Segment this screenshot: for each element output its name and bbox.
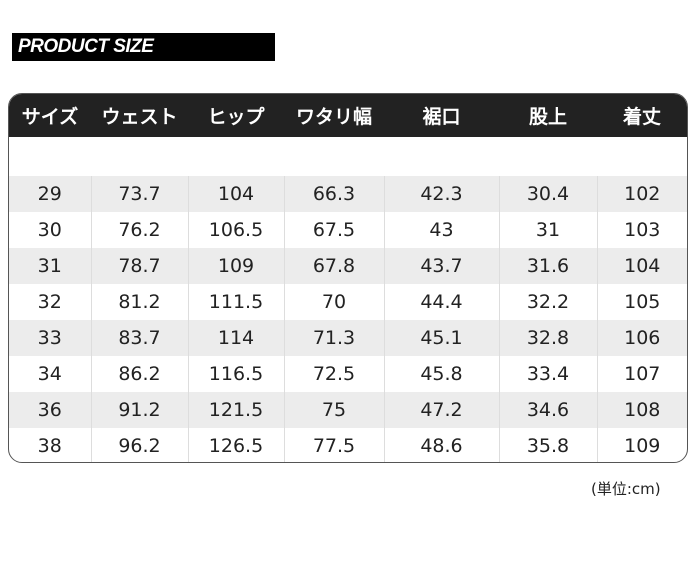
table-cell: 86.2 bbox=[90, 356, 188, 392]
header-row: サイズ ウェスト ヒップ ワタリ幅 裾口 股上 着丈 bbox=[9, 94, 687, 137]
column-header: 裾口 bbox=[384, 94, 499, 137]
table-cell: 102 bbox=[596, 176, 687, 212]
column-header: ヒップ bbox=[188, 94, 284, 137]
table-cell: 70 bbox=[283, 284, 384, 320]
section-title: PRODUCT SIZE bbox=[12, 33, 275, 61]
table-cell: 36 bbox=[9, 392, 91, 428]
table-cell: 78.7 bbox=[90, 248, 188, 284]
table-cell: 30.4 bbox=[498, 176, 597, 212]
table-cell: 71.3 bbox=[283, 320, 384, 356]
table-cell: 116.5 bbox=[187, 356, 284, 392]
table-cell: 35.8 bbox=[498, 428, 597, 462]
column-header: ワタリ幅 bbox=[284, 94, 384, 137]
blank-row bbox=[9, 137, 687, 176]
table-cell: 105 bbox=[596, 284, 687, 320]
table-cell: 72.5 bbox=[283, 356, 384, 392]
table-cell: 45.1 bbox=[383, 320, 499, 356]
table-cell: 31.6 bbox=[498, 248, 597, 284]
size-table: サイズ ウェスト ヒップ ワタリ幅 裾口 股上 着丈 29 73.7 104 66.3 42.3 30… bbox=[8, 93, 688, 463]
table-row: 38 96.2 126.5 77.5 48.6 35.8 109 bbox=[9, 428, 687, 462]
table-cell: 91.2 bbox=[90, 392, 188, 428]
table-cell: 111.5 bbox=[187, 284, 284, 320]
table-cell: 77.5 bbox=[283, 428, 384, 462]
table-cell: 34 bbox=[37, 363, 62, 385]
column-header: サイズ bbox=[9, 94, 91, 137]
table-cell: 104 bbox=[596, 248, 687, 284]
table-cell: 43 bbox=[383, 212, 499, 248]
table-row: 36 91.2 121.5 75 47.2 34.6 108 bbox=[9, 392, 687, 428]
column-header: 着丈 bbox=[597, 94, 687, 137]
table-cell: 107 bbox=[596, 356, 687, 392]
table-row: 34 86.2 116.5 72.5 45.8 33.4 107 bbox=[9, 356, 687, 392]
table-cell: 114 bbox=[187, 320, 284, 356]
table-cell: 42.3 bbox=[383, 176, 499, 212]
table-cell: 34.6 bbox=[498, 392, 597, 428]
table-row: 32 81.2 111.5 70 44.4 32.2 105 bbox=[9, 284, 687, 320]
table-cell: 108 bbox=[596, 392, 687, 428]
table-row: 29 73.7 104 66.3 42.3 30.4 102 bbox=[9, 176, 687, 212]
table-cell: 67.8 bbox=[283, 248, 384, 284]
table-cell: 33 bbox=[9, 320, 91, 356]
table-cell: 31 bbox=[9, 248, 91, 284]
table-cell: 121.5 bbox=[187, 392, 284, 428]
table-cell: 104 bbox=[187, 176, 284, 212]
table-cell: 30 bbox=[37, 219, 62, 241]
table-cell: 75 bbox=[283, 392, 384, 428]
table-cell: 47.2 bbox=[383, 392, 499, 428]
table-cell: 73.7 bbox=[90, 176, 188, 212]
table-cell: 31 bbox=[498, 212, 597, 248]
table-cell: 76.2 bbox=[90, 212, 188, 248]
table-cell: 106 bbox=[596, 320, 687, 356]
table-cell: 106.5 bbox=[187, 212, 284, 248]
table-cell: 45.8 bbox=[383, 356, 499, 392]
table-cell: 67.5 bbox=[283, 212, 384, 248]
table-cell: 96.2 bbox=[90, 428, 188, 462]
table-cell: 48.6 bbox=[383, 428, 499, 462]
column-header: 股上 bbox=[499, 94, 597, 137]
table-cell: 32 bbox=[37, 291, 62, 313]
table-cell: 29 bbox=[9, 176, 91, 212]
table-cell: 32.8 bbox=[498, 320, 597, 356]
table-cell: 109 bbox=[187, 248, 284, 284]
table-cell: 43.7 bbox=[383, 248, 499, 284]
table-cell: 44.4 bbox=[383, 284, 499, 320]
table-cell: 83.7 bbox=[90, 320, 188, 356]
table-cell: 33.4 bbox=[498, 356, 597, 392]
table-cell: 103 bbox=[596, 212, 687, 248]
table-cell: 32.2 bbox=[498, 284, 597, 320]
table-cell: 66.3 bbox=[283, 176, 384, 212]
unit-note: (単位:cm) bbox=[591, 480, 661, 498]
table-cell: 109 bbox=[596, 428, 687, 462]
table-cell: 126.5 bbox=[187, 428, 284, 462]
column-header: ウェスト bbox=[91, 94, 188, 137]
table-cell: 81.2 bbox=[90, 284, 188, 320]
table-row: 31 78.7 109 67.8 43.7 31.6 104 bbox=[9, 248, 687, 284]
table-row: 33 83.7 114 71.3 45.1 32.8 106 bbox=[9, 320, 687, 356]
table-row: 30 76.2 106.5 67.5 43 31 103 bbox=[9, 212, 687, 248]
table-cell: 38 bbox=[37, 435, 62, 457]
